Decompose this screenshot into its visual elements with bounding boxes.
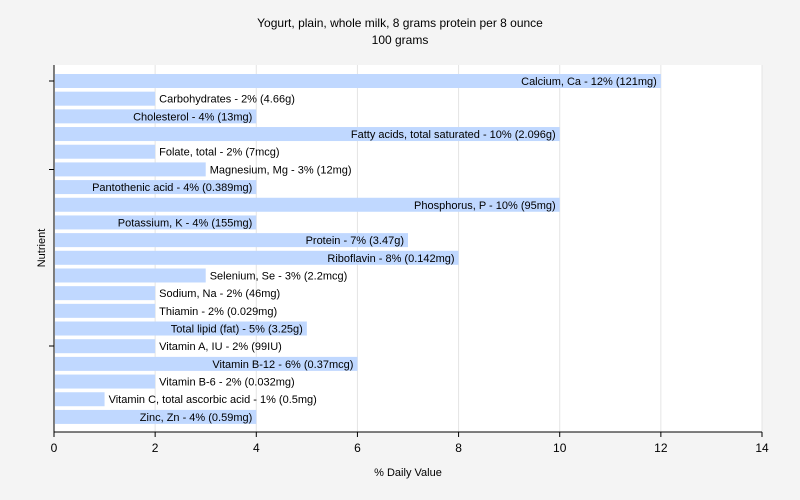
bar-15 xyxy=(55,339,156,354)
bar-10 xyxy=(55,250,459,265)
chart-subtitle: 100 grams xyxy=(372,33,429,47)
x-tick-label-7: 14 xyxy=(755,441,769,455)
y-axis-title: Nutrient xyxy=(36,229,48,268)
bar-labels: Calcium, Ca - 12% (121mg) Carbohydrates -… xyxy=(92,76,657,424)
bar-19 xyxy=(55,409,257,424)
bar-17 xyxy=(55,374,156,389)
bar-label-6: Pantothenic acid - 4% (0.389mg) xyxy=(92,182,252,194)
bar-6 xyxy=(55,180,257,195)
bar-label-0: Calcium, Ca - 12% (121mg) xyxy=(521,76,657,88)
x-tick-label-1: 2 xyxy=(152,441,159,455)
bar-7 xyxy=(55,197,560,212)
bar-label-17: Vitamin B-6 - 2% (0.032mg) xyxy=(159,377,295,389)
x-tick-label-5: 10 xyxy=(553,441,567,455)
bar-label-19: Zinc, Zn - 4% (0.59mg) xyxy=(140,412,252,424)
bar-label-4: Folate, total - 2% (7mcg) xyxy=(159,147,279,159)
x-tick-label-2: 4 xyxy=(253,441,260,455)
bar-label-7: Phosphorus, P - 10% (95mg) xyxy=(414,200,556,212)
bar-1 xyxy=(55,91,156,106)
bar-8 xyxy=(55,215,257,230)
bar-label-13: Thiamin - 2% (0.029mg) xyxy=(159,306,277,318)
bar-label-15: Vitamin A, IU - 2% (99IU) xyxy=(159,341,282,353)
x-tick-label-3: 6 xyxy=(354,441,361,455)
bar-label-11: Selenium, Se - 3% (2.2mcg) xyxy=(210,270,348,282)
bar-label-10: Riboflavin - 8% (0.142mg) xyxy=(327,253,454,265)
bar-2 xyxy=(55,109,257,124)
x-tick-label-4: 8 xyxy=(455,441,462,455)
bar-label-18: Vitamin C, total ascorbic acid - 1% (0.5… xyxy=(109,394,317,406)
bar-0 xyxy=(55,74,661,88)
bar-5 xyxy=(55,162,206,177)
bars xyxy=(55,74,661,424)
bar-4 xyxy=(55,144,156,159)
bar-label-12: Sodium, Na - 2% (46mg) xyxy=(159,288,280,300)
bar-label-5: Magnesium, Mg - 3% (12mg) xyxy=(210,164,352,176)
bar-3 xyxy=(55,127,560,142)
bar-14 xyxy=(55,321,307,336)
bar-label-1: Carbohydrates - 2% (4.66g) xyxy=(159,94,295,106)
bar-18 xyxy=(55,392,105,407)
x-axis-title: % Daily Value xyxy=(374,467,442,479)
chart-title: Yogurt, plain, whole milk, 8 grams prote… xyxy=(257,16,543,30)
bar-label-8: Potassium, K - 4% (155mg) xyxy=(118,217,253,229)
bar-9 xyxy=(55,233,408,248)
axes: 0 2 4 6 8 10 12 14 xyxy=(49,65,769,455)
bar-label-14: Total lipid (fat) - 5% (3.25g) xyxy=(171,324,303,336)
bar-16 xyxy=(55,356,358,371)
bar-12 xyxy=(55,286,156,301)
bar-label-3: Fatty acids, total saturated - 10% (2.09… xyxy=(351,129,556,141)
bar-11 xyxy=(55,268,206,283)
x-tick-label-0: 0 xyxy=(51,441,58,455)
bar-label-16: Vitamin B-12 - 6% (0.37mcg) xyxy=(212,359,353,371)
bar-label-9: Protein - 7% (3.47g) xyxy=(306,235,404,247)
bar-13 xyxy=(55,303,156,318)
x-tick-label-6: 12 xyxy=(654,441,668,455)
bar-label-2: Cholesterol - 4% (13mg) xyxy=(133,111,252,123)
